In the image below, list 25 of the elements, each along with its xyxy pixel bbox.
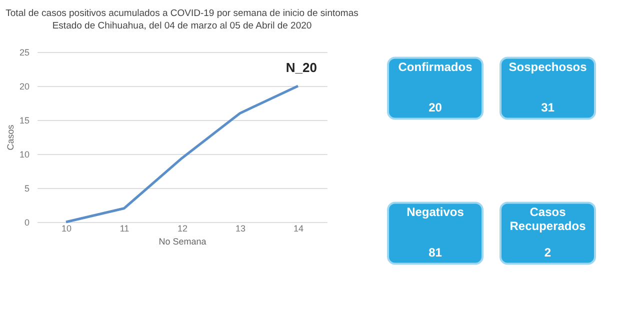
y-tick-label: 15: [19, 116, 30, 126]
data-label: 2: [544, 245, 552, 260]
chart-subtitle: Estado de Chihuahua, del 04 de marzo al 05 de Abril de 2020: [52, 20, 312, 32]
line-series: [64, 84, 300, 224]
y-tick-label: 20: [19, 82, 30, 92]
y-tick-label: 25: [19, 48, 30, 58]
y-tick-label: 0: [24, 218, 30, 228]
annotation: N_20: [286, 60, 317, 75]
x-tick-label: 14: [293, 224, 304, 234]
x-axis-title: No Semana: [158, 236, 206, 246]
category-label: Confirmados: [398, 60, 473, 74]
category-label: Negativos: [406, 205, 464, 220]
x-tick-label: 13: [235, 224, 246, 234]
y-tick-label: 10: [19, 150, 30, 160]
category-label: Sospechosos: [508, 60, 588, 74]
chart-title: Total de casos positivos acumulados a COVID-19 por semana de inicio de sintomas: [6, 8, 359, 19]
x-tick-label: 10: [61, 224, 72, 234]
category-label: Casos Recuperados: [510, 205, 586, 234]
data-label: 31: [541, 100, 555, 114]
y-axis-title: Casos: [5, 124, 16, 150]
y-tick-label: 5: [24, 184, 30, 194]
data-label: 20: [428, 100, 442, 114]
x-tick-label: 11: [120, 224, 130, 234]
data-label: 81: [428, 245, 442, 260]
x-tick-label: 12: [177, 224, 188, 234]
